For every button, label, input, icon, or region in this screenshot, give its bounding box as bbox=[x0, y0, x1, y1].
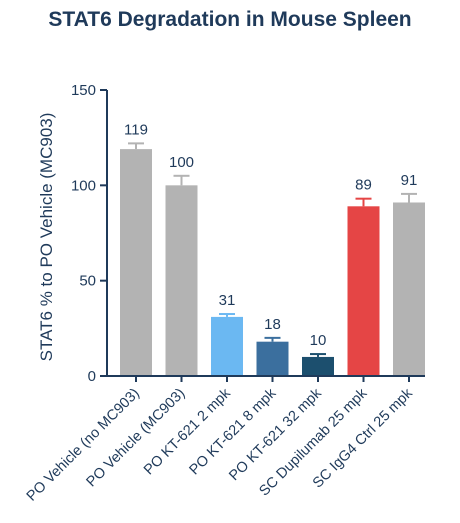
bar-2 bbox=[211, 316, 243, 376]
y-tick-label-0: 0 bbox=[88, 368, 96, 385]
x-tick-label-3: PO KT-621 8 mpk bbox=[187, 385, 280, 478]
bar-value-label-5: 89 bbox=[355, 177, 372, 194]
bar-0 bbox=[120, 149, 152, 376]
bar-6 bbox=[393, 202, 425, 376]
x-tick-label-2: PO KT-621 2 mpk bbox=[141, 385, 234, 478]
bar-value-label-1: 100 bbox=[169, 154, 194, 171]
x-axis: PO Vehicle (no MC903)PO Vehicle (MC903)P… bbox=[24, 375, 425, 505]
bar-value-label-2: 31 bbox=[219, 292, 236, 309]
bar-value-label-0: 119 bbox=[124, 121, 148, 138]
bar-value-label-3: 18 bbox=[264, 316, 281, 333]
y-tick-label-1: 50 bbox=[79, 273, 96, 290]
bar-5 bbox=[347, 206, 380, 376]
y-axis-label: STAT6 % to PO Vehicle (MC903) bbox=[37, 113, 56, 362]
y-tick-label-3: 150 bbox=[71, 82, 96, 99]
bars: 119 100 31 18 10 89 91 bbox=[120, 121, 425, 376]
bar-1 bbox=[165, 185, 198, 376]
bar-value-label-6: 91 bbox=[401, 172, 418, 189]
bar-value-label-4: 10 bbox=[310, 332, 327, 349]
y-tick-label-2: 100 bbox=[71, 177, 96, 194]
bar-4 bbox=[302, 356, 334, 376]
y-axis: 0 50 100 150 bbox=[71, 82, 108, 385]
bar-3 bbox=[256, 341, 289, 376]
chart-title: STAT6 Degradation in Mouse Spleen bbox=[48, 8, 412, 31]
